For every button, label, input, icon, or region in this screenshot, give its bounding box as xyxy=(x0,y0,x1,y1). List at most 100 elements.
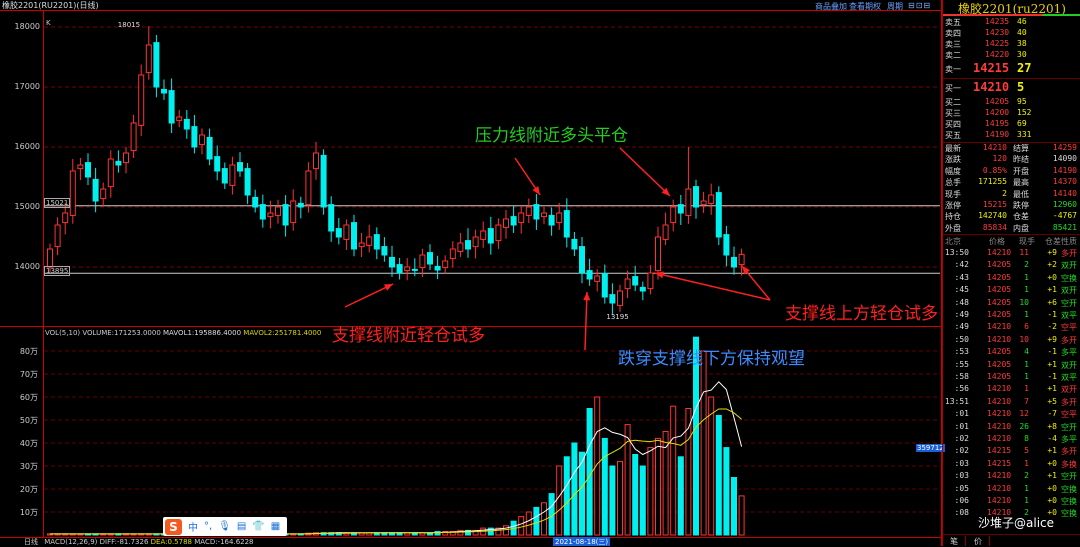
tick-time: 13:50 xyxy=(944,248,969,257)
window-buttons[interactable]: ⊟⊡⊟ xyxy=(908,1,932,10)
stat-value: 14210 xyxy=(982,143,1007,152)
volume-bar xyxy=(533,506,540,536)
skin-icon[interactable]: 👕 xyxy=(252,521,265,532)
bid-price: 14190 xyxy=(985,130,1010,139)
tick-price: 14205 xyxy=(987,310,1012,319)
candle-up xyxy=(457,242,464,252)
tick-volume: 1 xyxy=(1024,384,1029,394)
tick-oi-change: +0 xyxy=(1047,508,1057,518)
tab-prices[interactable]: 价 xyxy=(967,536,990,546)
stat-value: 14370 xyxy=(1052,177,1077,187)
ime-toolbar[interactable]: S 中 °, 🎙 ▤ 👕 ▦ xyxy=(163,517,287,536)
tick-time: :45 xyxy=(954,285,969,295)
tick-oi-change: +8 xyxy=(1047,421,1057,431)
tick-oi-change: +1 xyxy=(1047,446,1057,456)
tab-trades[interactable]: 笔 xyxy=(943,536,966,546)
bid-row: 买一 14210 5 xyxy=(945,80,1079,96)
stat-label: 外盘 xyxy=(945,223,961,233)
candle-down xyxy=(571,238,578,250)
tick-time: :53 xyxy=(954,347,969,357)
volume-bar xyxy=(662,431,669,536)
tick-volume: 4 xyxy=(1024,347,1029,357)
volume-bar xyxy=(700,350,707,536)
bid-price: 14195 xyxy=(985,119,1010,128)
volume-bar xyxy=(563,456,570,536)
candle-up xyxy=(442,260,449,269)
keyboard-icon[interactable]: ▤ xyxy=(236,521,247,532)
overlay-link[interactable]: 商品叠加 xyxy=(815,2,847,11)
candle-down xyxy=(396,264,403,274)
tick-row: :01 14210 26 +8 空开 xyxy=(945,422,1079,433)
candle-down xyxy=(465,240,471,250)
candle-up xyxy=(107,158,114,188)
tick-row: :43 14205 1 +0 空换 xyxy=(945,273,1079,284)
candle-up xyxy=(366,236,373,246)
candle-down xyxy=(320,154,327,208)
bid-label: 买一 xyxy=(945,84,961,93)
ask-volume: 46 xyxy=(1017,17,1027,26)
candle-down xyxy=(373,234,380,250)
ask-label: 卖五 xyxy=(945,18,961,27)
volume-bar xyxy=(465,529,471,536)
ask-price: 14215 xyxy=(973,61,1010,75)
stat-value: 142740 xyxy=(978,211,1007,221)
bid-price: 14205 xyxy=(985,97,1010,106)
tick-price: 14210 xyxy=(987,248,1012,257)
tick-nature: 多平 xyxy=(1061,435,1077,444)
sogou-logo[interactable]: S xyxy=(165,518,182,535)
tick-row: :53 14205 4 -1 多平 xyxy=(945,347,1079,358)
stat-label: 开盘 xyxy=(1013,166,1029,176)
tick-volume: 8 xyxy=(1024,434,1029,443)
options-link[interactable]: 查看期权 xyxy=(849,2,881,11)
ticks-header-cell: 现手 xyxy=(1019,237,1035,246)
tick-oi-change: +0 xyxy=(1047,272,1057,282)
candle-up xyxy=(343,224,350,240)
ask-label: 卖二 xyxy=(945,51,961,60)
candle-down xyxy=(214,156,221,172)
bid-volume: 5 xyxy=(1017,80,1025,94)
resistance-annotation: 压力线附近多头平仓 xyxy=(475,126,628,146)
stat-label: 昨结 xyxy=(1013,155,1029,165)
stat-label: 现手 xyxy=(945,189,961,199)
kline-chart[interactable] xyxy=(0,0,942,546)
watermark: 沙堆子@alice xyxy=(978,516,1055,530)
period-label[interactable]: 日线 xyxy=(24,538,38,546)
tick-price: 14205 xyxy=(987,359,1012,369)
tick-oi-change: +6 xyxy=(1047,297,1057,307)
ime-mode[interactable]: 中 xyxy=(188,523,198,534)
tick-price: 14210 xyxy=(987,434,1012,443)
tick-nature: 空平 xyxy=(1061,410,1077,420)
ticks-header-cell: 北京 xyxy=(945,237,961,246)
period-link[interactable]: 周期 xyxy=(887,2,903,11)
tick-price: 14210 xyxy=(987,421,1012,431)
bid-row: 买四 14195 69 xyxy=(945,119,1079,130)
tick-nature: 双开 xyxy=(1061,261,1077,271)
volume-bar xyxy=(693,336,699,536)
volume-bar xyxy=(518,516,525,536)
bid-ask-ratio-bar xyxy=(943,14,1080,16)
toolbox-icon[interactable]: ▦ xyxy=(270,521,281,532)
tick-price: 14210 xyxy=(987,384,1012,394)
volume-bar xyxy=(670,405,677,536)
tick-row: :02 14210 8 -4 多平 xyxy=(945,434,1079,445)
ime-punct[interactable]: °, xyxy=(204,521,213,532)
bid-label: 买五 xyxy=(945,131,961,140)
tick-nature: 空开 xyxy=(1061,472,1077,482)
candle-up xyxy=(647,272,654,290)
candle-up xyxy=(47,248,53,268)
tick-price: 14210 xyxy=(987,322,1012,332)
tick-time: :55 xyxy=(954,359,969,369)
ask-price: 14225 xyxy=(985,39,1010,48)
bid-row: 买三 14200 152 xyxy=(945,108,1079,119)
candle-up xyxy=(176,116,183,122)
tick-oi-change: -2 xyxy=(1047,322,1057,332)
candle-down xyxy=(206,136,213,160)
candle-up xyxy=(655,236,661,272)
tick-time: :01 xyxy=(954,409,969,419)
ticks-header: 北京 价格 现手 仓差 性质 xyxy=(945,236,1079,247)
arrow-head xyxy=(583,292,591,301)
stat-row: 持仓 142740 仓差 -4767 xyxy=(945,211,1079,222)
stat-value: 15215 xyxy=(982,200,1007,209)
tick-price: 14205 xyxy=(987,347,1012,357)
mic-icon[interactable]: 🎙 xyxy=(218,521,231,532)
